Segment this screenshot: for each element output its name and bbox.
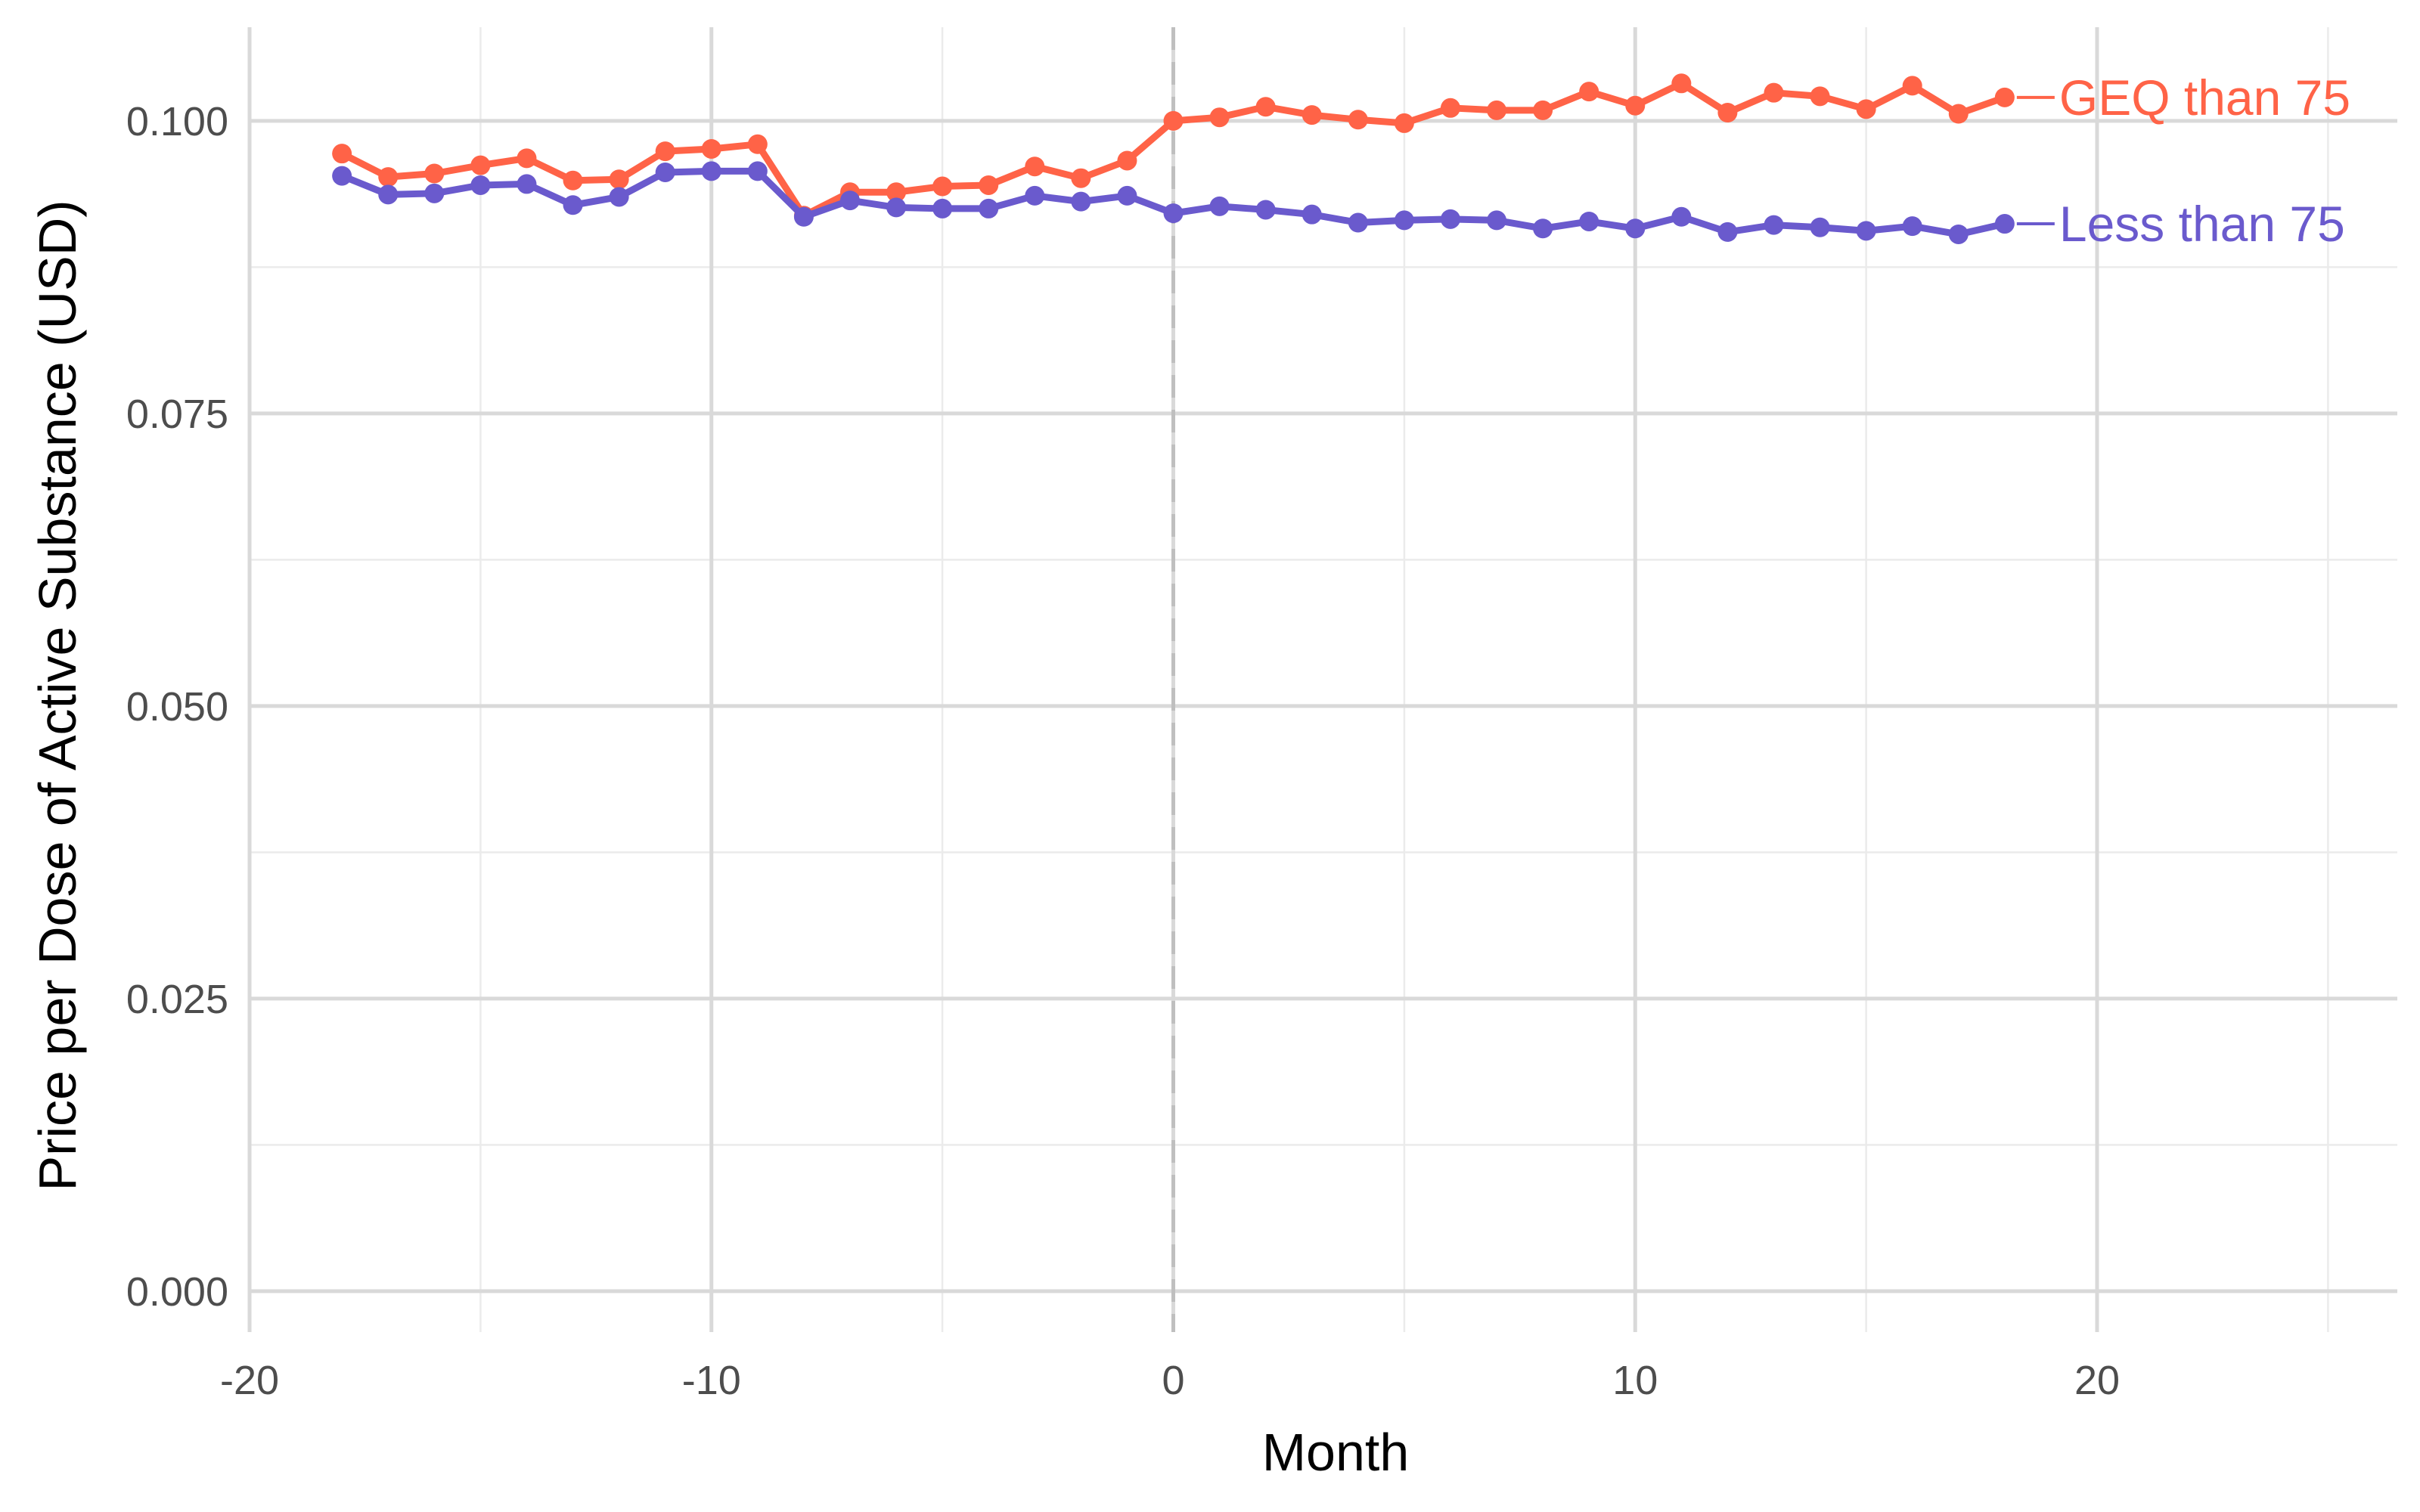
series-label: Less than 75 [2059,196,2345,252]
data-point [1209,196,1230,216]
y-axis-ticks: 0.000 0.025 0.050 0.075 0.100 [126,99,228,1315]
data-point [1764,82,1784,103]
data-point [701,161,721,181]
data-point [1533,218,1553,239]
data-point [378,184,399,205]
data-point [609,169,629,190]
data-point [1255,200,1276,220]
data-point [1625,95,1646,116]
y-tick-label: 0.025 [126,977,228,1022]
data-point [378,167,399,187]
data-point [1071,191,1091,212]
data-point [1487,100,1507,120]
data-point [1810,217,1830,237]
data-point [1255,97,1276,117]
series-less-than-75 [332,161,2015,244]
data-point [563,195,583,215]
data-point [1625,218,1646,239]
data-point [1994,214,2015,234]
data-point [332,144,352,164]
x-tick-label: -20 [220,1358,279,1403]
data-point [1671,206,1692,227]
data-point [1717,103,1738,123]
data-point [1025,156,1045,177]
data-point [470,175,491,195]
data-point [332,166,352,186]
data-point [1209,107,1230,128]
y-tick-label: 0.000 [126,1269,228,1315]
data-point [1717,222,1738,242]
data-point [1902,76,1922,96]
data-point [793,206,814,227]
data-point [1810,86,1830,107]
data-point [1764,215,1784,235]
data-point [701,138,721,159]
data-point [563,170,583,191]
data-point [655,141,675,162]
data-point [1440,98,1460,118]
series-label: GEQ than 75 [2059,70,2350,125]
data-point [1348,110,1368,130]
data-point [1671,73,1692,94]
data-point [517,174,537,194]
data-point [1117,150,1137,171]
y-tick-label: 0.075 [126,392,228,437]
data-point [1994,87,2015,107]
data-point [979,198,999,218]
x-axis-ticks: -20 -10 0 10 20 [220,1358,2120,1403]
data-point [1948,104,1969,124]
data-point [979,175,999,195]
data-point [1856,99,1876,119]
data-point [1117,185,1137,206]
data-point [1025,185,1045,206]
data-point [1902,216,1922,237]
grid [247,27,2397,1332]
data-point [839,191,860,211]
data-point [1163,110,1184,131]
data-point [1348,212,1368,233]
x-tick-label: -10 [682,1358,741,1403]
data-point [1856,221,1876,241]
data-point [886,197,907,218]
data-point [1302,105,1322,125]
y-axis-title: Price per Dose of Active Substance (USD) [28,200,87,1191]
data-point [1071,168,1091,188]
data-point [1440,209,1460,229]
data-point [747,134,768,154]
data-point [932,198,953,218]
y-tick-label: 0.100 [126,99,228,144]
data-point [1394,113,1414,133]
data-point [1579,82,1599,102]
x-tick-label: 10 [1612,1358,1658,1403]
series-labels: GEQ than 75 Less than 75 [2016,70,2350,252]
data-point [1533,100,1553,120]
data-point [609,187,629,207]
data-point [886,182,907,203]
data-point [747,161,768,181]
series-layer [332,73,2015,244]
y-tick-label: 0.050 [126,684,228,730]
data-point [1163,203,1184,224]
data-point [1302,204,1322,225]
data-point [655,162,675,182]
data-point [1394,210,1414,231]
x-tick-label: 20 [2074,1358,2120,1403]
data-point [517,148,537,169]
data-point [1948,224,1969,244]
data-point [424,163,445,184]
data-point [932,176,953,197]
data-point [424,183,445,203]
data-point [1487,210,1507,231]
data-point [1579,211,1599,231]
x-axis-title: Month [1262,1423,1410,1482]
x-tick-label: 0 [1162,1358,1184,1403]
data-point [470,155,491,175]
